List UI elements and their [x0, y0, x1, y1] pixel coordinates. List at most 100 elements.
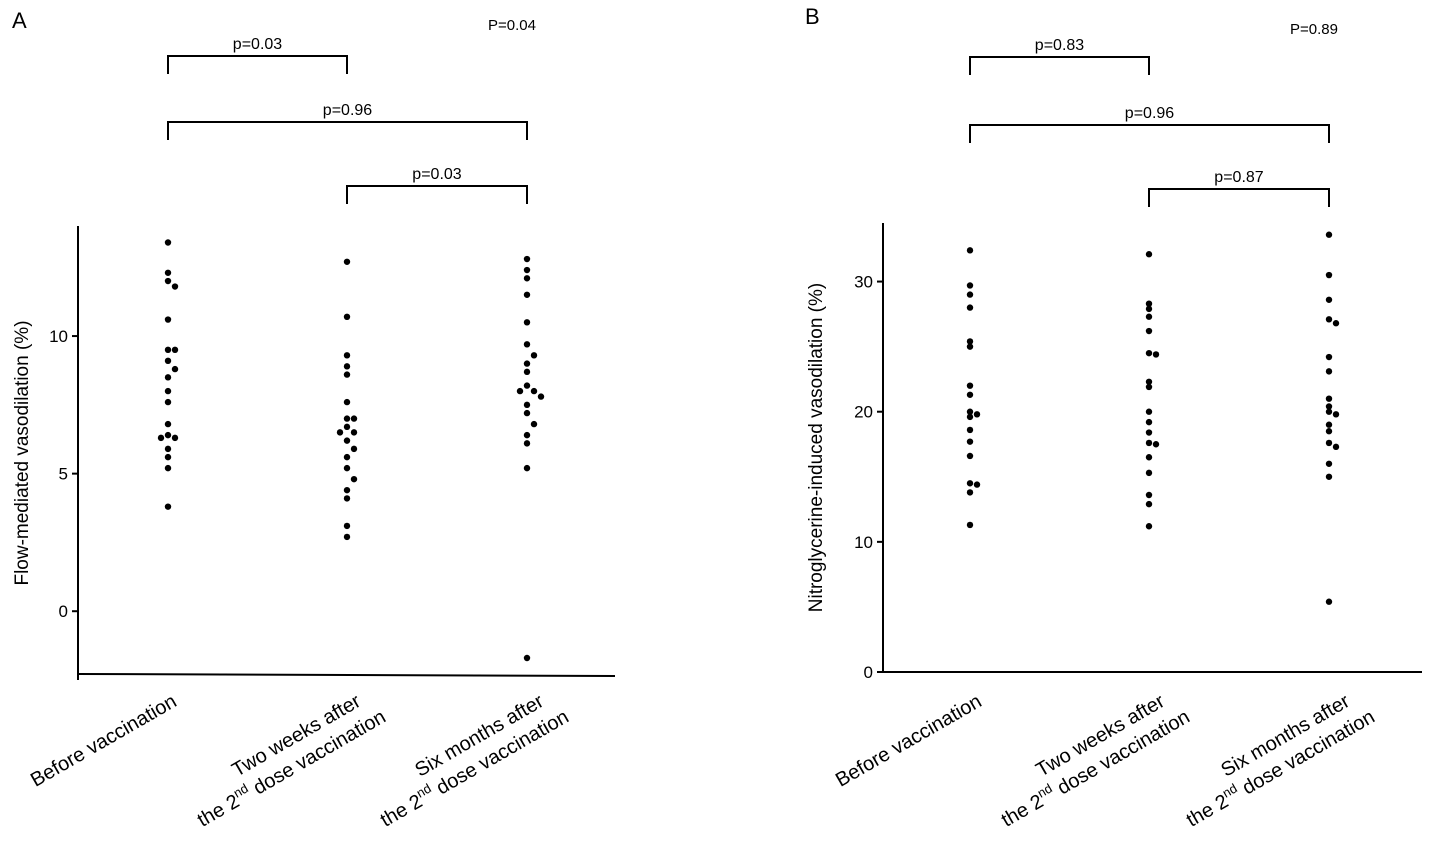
- data-point: [1325, 428, 1333, 435]
- data-point: [523, 464, 531, 472]
- y-tick-label: 0: [864, 663, 873, 682]
- data-point: [343, 363, 351, 370]
- data-point: [164, 269, 172, 276]
- data-point: [1145, 349, 1153, 357]
- data-point: [1325, 460, 1333, 467]
- category-label-superscript: nd: [1035, 780, 1055, 800]
- data-point: [1325, 368, 1333, 375]
- y-tick-label: 10: [854, 533, 873, 552]
- data-point: [1325, 271, 1333, 279]
- comparison-bracket: [969, 124, 1330, 143]
- data-point: [523, 319, 531, 326]
- data-point: [523, 382, 531, 389]
- chart-panel-b: B 0 10 20 30 Nitroglycerine-induced vasodilat…: [805, 4, 1422, 832]
- data-point: [164, 464, 172, 472]
- data-point: [1325, 403, 1333, 410]
- data-point: [1325, 421, 1333, 428]
- category-label-superscript: nd: [231, 780, 251, 800]
- data-point: [1325, 395, 1333, 402]
- data-point: [966, 343, 974, 350]
- data-point: [523, 341, 531, 348]
- data-point: [966, 338, 974, 345]
- category-label: Before vaccination: [832, 690, 986, 791]
- data-point: [1145, 429, 1153, 436]
- data-point: [1145, 439, 1153, 447]
- data-point: [1145, 500, 1153, 508]
- category-label-superscript: nd: [1220, 780, 1240, 800]
- data-point: [523, 654, 531, 662]
- data-point: [350, 415, 358, 422]
- y-axis-label: Flow-mediated vasodilation (%): [12, 320, 33, 585]
- data-point: [171, 434, 179, 442]
- data-point: [523, 275, 531, 282]
- data-point: [164, 346, 172, 354]
- category-label: Two weeks afterthe 2nd dose vaccination: [985, 683, 1194, 831]
- data-point: [343, 352, 351, 359]
- data-point: [1145, 378, 1153, 385]
- data-point: [1325, 598, 1333, 605]
- data-point: [1145, 383, 1153, 391]
- comparison-bracket: [969, 56, 1150, 75]
- data-point: [516, 387, 524, 395]
- data-point: [1325, 231, 1333, 238]
- data-point: [523, 255, 531, 263]
- panel-label: B: [805, 4, 820, 29]
- data-point: [164, 387, 172, 395]
- data-point: [164, 357, 172, 365]
- data-point: [1325, 439, 1333, 447]
- data-point: [164, 431, 172, 439]
- data-point: [157, 434, 165, 442]
- data-point: [336, 429, 344, 436]
- category-label: Two weeks afterthe 2nd dose vaccination: [181, 683, 390, 831]
- data-point: [1152, 441, 1160, 448]
- data-point: [966, 282, 974, 289]
- y-axis-label: Nitroglycerine-induced vasodilation (%): [806, 283, 827, 613]
- data-point: [523, 440, 531, 447]
- comparison-bracket: [167, 55, 348, 74]
- data-point: [523, 431, 531, 439]
- data-point: [1145, 251, 1153, 258]
- data-point: [343, 398, 351, 406]
- data-point: [1332, 443, 1340, 451]
- data-point: [966, 521, 974, 529]
- data-point: [343, 437, 351, 444]
- data-point: [1325, 408, 1333, 415]
- data-point: [1332, 411, 1340, 418]
- data-point: [343, 464, 351, 472]
- data-point: [1145, 305, 1153, 313]
- data-point: [171, 346, 179, 354]
- data-point: [1325, 316, 1333, 323]
- data-point: [966, 391, 974, 398]
- data-point: [164, 420, 172, 428]
- data-point: [966, 438, 974, 445]
- data-point: [343, 313, 351, 320]
- overall-p-value: P=0.04: [488, 17, 536, 34]
- data-point: [966, 480, 974, 487]
- y-tick-label: 20: [854, 403, 873, 422]
- data-point: [966, 382, 974, 389]
- data-point: [966, 452, 974, 460]
- data-point: [343, 495, 351, 502]
- data-point: [343, 415, 351, 422]
- data-point: [164, 277, 172, 285]
- data-point: [523, 266, 531, 274]
- y-tick-label: 10: [49, 327, 68, 346]
- data-point: [966, 426, 974, 434]
- panel-label: A: [12, 8, 27, 33]
- data-point: [343, 258, 351, 265]
- comparison-p-value: p=0.96: [323, 102, 372, 119]
- data-point: [343, 486, 351, 494]
- comparison-bracket: [1148, 188, 1330, 207]
- category-label: Six months afterthe 2nd dose vaccination: [1170, 683, 1379, 831]
- data-point: [343, 522, 351, 530]
- data-point: [164, 453, 172, 461]
- data-point: [966, 291, 974, 298]
- data-point: [1145, 454, 1153, 461]
- category-label-line1: Before vaccination: [27, 690, 181, 791]
- data-point: [1152, 351, 1160, 358]
- data-point: [523, 360, 531, 367]
- comparison-p-value: p=0.83: [1035, 37, 1084, 54]
- data-point: [343, 423, 351, 431]
- category-label-line1: Before vaccination: [832, 690, 986, 791]
